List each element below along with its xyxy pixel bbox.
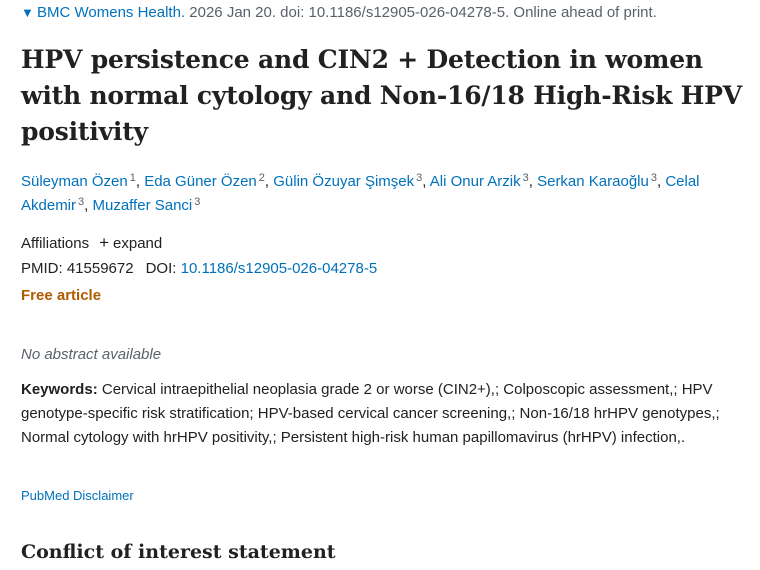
expand-label[interactable]: expand <box>113 235 163 252</box>
no-abstract-note: No abstract available <box>21 346 162 363</box>
doi-label: DOI: <box>145 260 181 277</box>
article-title: HPV persistence and CIN2 + Detection in … <box>21 45 742 146</box>
doi-link[interactable]: 10.1186/s12905-026-04278-5 <box>180 260 378 277</box>
affiliation-ref[interactable]: 2 <box>258 172 265 184</box>
author-entry: Muzaffer Sanci 3 <box>92 196 201 215</box>
keywords-section: Keywords: Cervical intraepithelial neopl… <box>21 378 743 450</box>
author-entry: Serkan Karaoğlu 3, <box>537 172 666 191</box>
affiliations-toggle[interactable]: Affiliations + expand <box>21 233 162 253</box>
pubmed-disclaimer-link[interactable]: PubMed Disclaimer <box>21 488 134 503</box>
affiliation-ref[interactable]: 3 <box>650 172 657 184</box>
affiliation-ref[interactable]: 3 <box>194 196 201 208</box>
author-link[interactable]: Serkan Karaoğlu <box>537 173 649 190</box>
author-entry: Eda Güner Özen 2, <box>144 172 274 191</box>
journal-link[interactable]: BMC Womens Health. <box>37 4 186 21</box>
affiliation-ref[interactable]: 3 <box>416 172 423 184</box>
keywords-text: Cervical intraepithelial neoplasia grade… <box>21 381 720 446</box>
affiliation-ref[interactable]: 3 <box>78 196 85 208</box>
keywords-label: Keywords: <box>21 381 98 398</box>
author-entry: Celal Akdemir 3, <box>21 173 700 214</box>
author-link[interactable]: Celal Akdemir <box>21 173 700 214</box>
pmid-label: PMID: <box>21 260 67 277</box>
author-link[interactable]: Eda Güner Özen <box>144 173 257 190</box>
author-link[interactable]: Ali Onur Arzik <box>429 173 521 190</box>
conflict-of-interest-heading: Conflict of interest statement <box>21 541 336 563</box>
pmid-value: 41559672 <box>66 260 134 277</box>
chevron-down-icon[interactable]: ▼ <box>21 5 34 20</box>
free-article-badge: Free article <box>21 287 102 304</box>
affiliation-ref[interactable]: 3 <box>522 172 529 184</box>
author-list: Süleyman Özen 1, Eda Güner Özen 2, Gülin Ö… <box>21 170 746 218</box>
identifiers: PMID: 41559672 DOI: 10.1186/s12905-026-04… <box>21 260 377 277</box>
author-link[interactable]: Gülin Özuyar Şimşek <box>273 173 415 190</box>
author-separator: , <box>135 173 145 190</box>
author-entry: Gülin Özuyar Şimşek 3, <box>273 172 430 191</box>
author-separator: , <box>422 173 430 190</box>
citation-details: 2026 Jan 20. doi: 10.1186/s12905-026-042… <box>185 4 657 21</box>
plus-icon[interactable]: + <box>99 233 110 252</box>
author-separator: , <box>528 173 538 190</box>
author-separator: , <box>656 173 666 190</box>
citation-line: ▼ BMC Womens Health. 2026 Jan 20. doi: 10… <box>21 4 657 21</box>
author-entry: Ali Onur Arzik 3, <box>429 172 538 191</box>
author-separator: , <box>84 197 93 214</box>
author-separator: , <box>264 173 274 190</box>
author-link[interactable]: Muzaffer Sanci <box>92 197 193 214</box>
affiliations-label: Affiliations <box>21 235 90 252</box>
author-entry: Süleyman Özen 1, <box>21 172 145 191</box>
author-link[interactable]: Süleyman Özen <box>21 173 128 190</box>
affiliation-ref[interactable]: 1 <box>129 172 136 184</box>
